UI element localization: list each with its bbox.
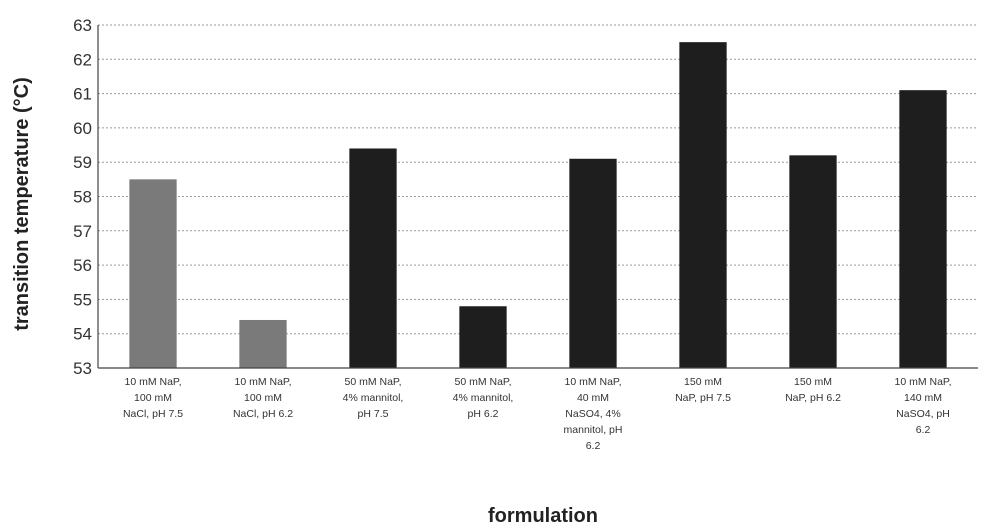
- x-tick-label: 150 mM NaP, pH 6.2: [785, 376, 841, 404]
- bar: [459, 306, 507, 368]
- y-tick-labels: 53 54 55 56 57 58 59 60 61 62 63: [73, 16, 92, 378]
- y-tick-label: 57: [73, 222, 92, 241]
- bar: [899, 90, 947, 369]
- bar: [129, 179, 177, 368]
- y-tick-label: 58: [73, 188, 92, 207]
- bar: [239, 319, 287, 368]
- grid-lines: [98, 24, 978, 335]
- bar: [349, 148, 397, 368]
- y-tick-label: 53: [73, 359, 92, 378]
- x-tick-label: 150 mM NaP, pH 7.5: [675, 376, 731, 404]
- x-tick-labels: 10 mM NaP, 100 mM NaCl, pH 7.5 10 mM NaP, 10…: [123, 376, 952, 452]
- x-tick-label: 10 mM NaP, 100 mM NaCl, pH 7.5: [123, 376, 183, 420]
- bars: [129, 42, 947, 369]
- bar: [789, 155, 837, 368]
- y-tick-label: 56: [73, 256, 92, 275]
- y-tick-label: 54: [73, 325, 92, 344]
- y-tick-label: 60: [73, 119, 92, 138]
- x-axis-title: formulation: [488, 505, 598, 527]
- x-tick-label: 10 mM NaP, 100 mM NaCl, pH 6.2: [233, 376, 293, 420]
- y-tick-label: 63: [73, 16, 92, 35]
- bar: [569, 158, 617, 368]
- x-tick-label: 10 mM NaP, 140 mM NaSO4, pH 6.2: [895, 376, 952, 436]
- x-tick-label: 50 mM NaP, 4% mannitol, pH 6.2: [453, 376, 514, 420]
- x-tick-label: 50 mM NaP, 4% mannitol, pH 7.5: [343, 376, 404, 420]
- y-tick-label: 59: [73, 153, 92, 172]
- y-tick-label: 55: [73, 290, 92, 309]
- x-tick-label: 10 mM NaP, 40 mM NaSO4, 4% mannitol, pH 6.2: [564, 376, 623, 452]
- y-tick-label: 62: [73, 50, 92, 69]
- y-tick-label: 61: [73, 85, 92, 104]
- bar: [679, 42, 727, 369]
- y-axis-title: transition temperature (°C): [11, 77, 33, 331]
